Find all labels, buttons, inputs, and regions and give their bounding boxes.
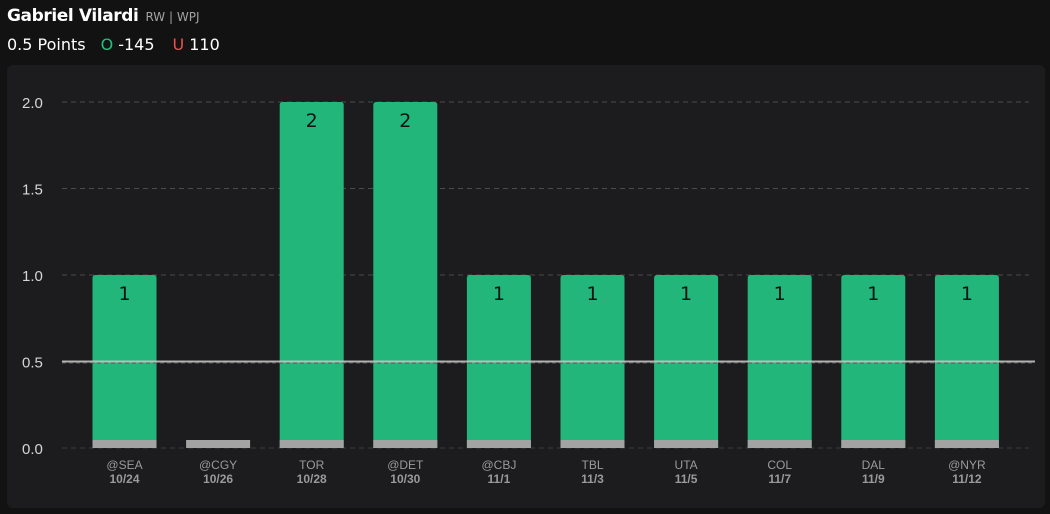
data-label: 1	[493, 283, 505, 305]
player-name[interactable]: Gabriel Vilardi	[7, 6, 139, 26]
bar	[279, 102, 344, 448]
bar-base	[279, 440, 344, 448]
x-tick-date: 11/7	[768, 472, 791, 486]
under-odds-value: 110	[189, 35, 220, 54]
x-tick-opponent: TOR	[299, 458, 324, 472]
bar	[186, 440, 251, 448]
x-tick-date: 11/9	[862, 472, 885, 486]
bar	[373, 102, 438, 448]
x-tick-opponent: UTA	[675, 458, 698, 472]
data-label: 1	[867, 283, 879, 305]
bar-base	[373, 440, 438, 448]
x-tick-opponent: DAL	[862, 458, 886, 472]
chart-panel: 0.0 0.5 1.0 1.5 2.0 1 @SEA 10/24 @CGY 10/26 2 TOR 10…	[7, 65, 1045, 508]
x-tick-date: 11/12	[952, 472, 982, 486]
line-label: 0.5 Points	[7, 35, 86, 54]
x-tick-date: 11/5	[675, 472, 698, 486]
x-tick-date: 11/3	[581, 472, 604, 486]
y-tick-label: 1.0	[22, 268, 43, 285]
x-tick-opponent: @SEA	[106, 458, 142, 472]
y-tick-label: 2.0	[22, 95, 43, 112]
y-tick-label: 0.0	[22, 441, 43, 458]
data-label: 1	[774, 283, 786, 305]
over-icon: O	[100, 35, 114, 54]
bar-base	[934, 440, 999, 448]
y-tick-label: 0.5	[22, 355, 43, 372]
x-tick-opponent: @NYR	[948, 458, 986, 472]
bar-base	[747, 440, 812, 448]
data-label: 2	[399, 110, 411, 132]
player-meta: RW | WPJ	[145, 10, 200, 24]
bar-base	[560, 440, 625, 448]
x-tick-date: 10/28	[297, 472, 327, 486]
bar-base	[841, 440, 906, 448]
bar-base	[92, 440, 157, 448]
under-odds[interactable]: U 110	[173, 35, 220, 54]
x-tick-date: 10/26	[203, 472, 233, 486]
data-label: 2	[306, 110, 318, 132]
over-odds-value: -145	[118, 35, 155, 54]
bar-base	[466, 440, 531, 448]
under-icon: U	[172, 35, 185, 54]
x-tick-opponent: @CBJ	[481, 458, 516, 472]
y-tick-label: 1.5	[22, 182, 43, 199]
title-row: Gabriel Vilardi RW | WPJ	[7, 6, 199, 26]
x-tick-date: 10/24	[109, 472, 139, 486]
game-log-chart: 0.00.51.01.52.01@SEA10/24@CGY10/262TOR10…	[22, 95, 1035, 486]
data-label: 1	[118, 283, 130, 305]
x-tick-date: 10/30	[390, 472, 420, 486]
line-row: 0.5 Points O -145 U 110	[7, 35, 220, 54]
x-tick-opponent: COL	[767, 458, 792, 472]
x-tick-opponent: TBL	[581, 458, 603, 472]
data-label: 1	[961, 283, 973, 305]
x-tick-opponent: @CGY	[199, 458, 237, 472]
over-odds[interactable]: O -145	[101, 35, 155, 54]
bar-base	[654, 440, 719, 448]
x-tick-opponent: @DET	[387, 458, 424, 472]
data-label: 1	[680, 283, 692, 305]
x-tick-date: 11/1	[488, 472, 511, 486]
data-label: 1	[586, 283, 598, 305]
header: Gabriel Vilardi RW | WPJ 0.5 Points O -1…	[7, 0, 1047, 64]
